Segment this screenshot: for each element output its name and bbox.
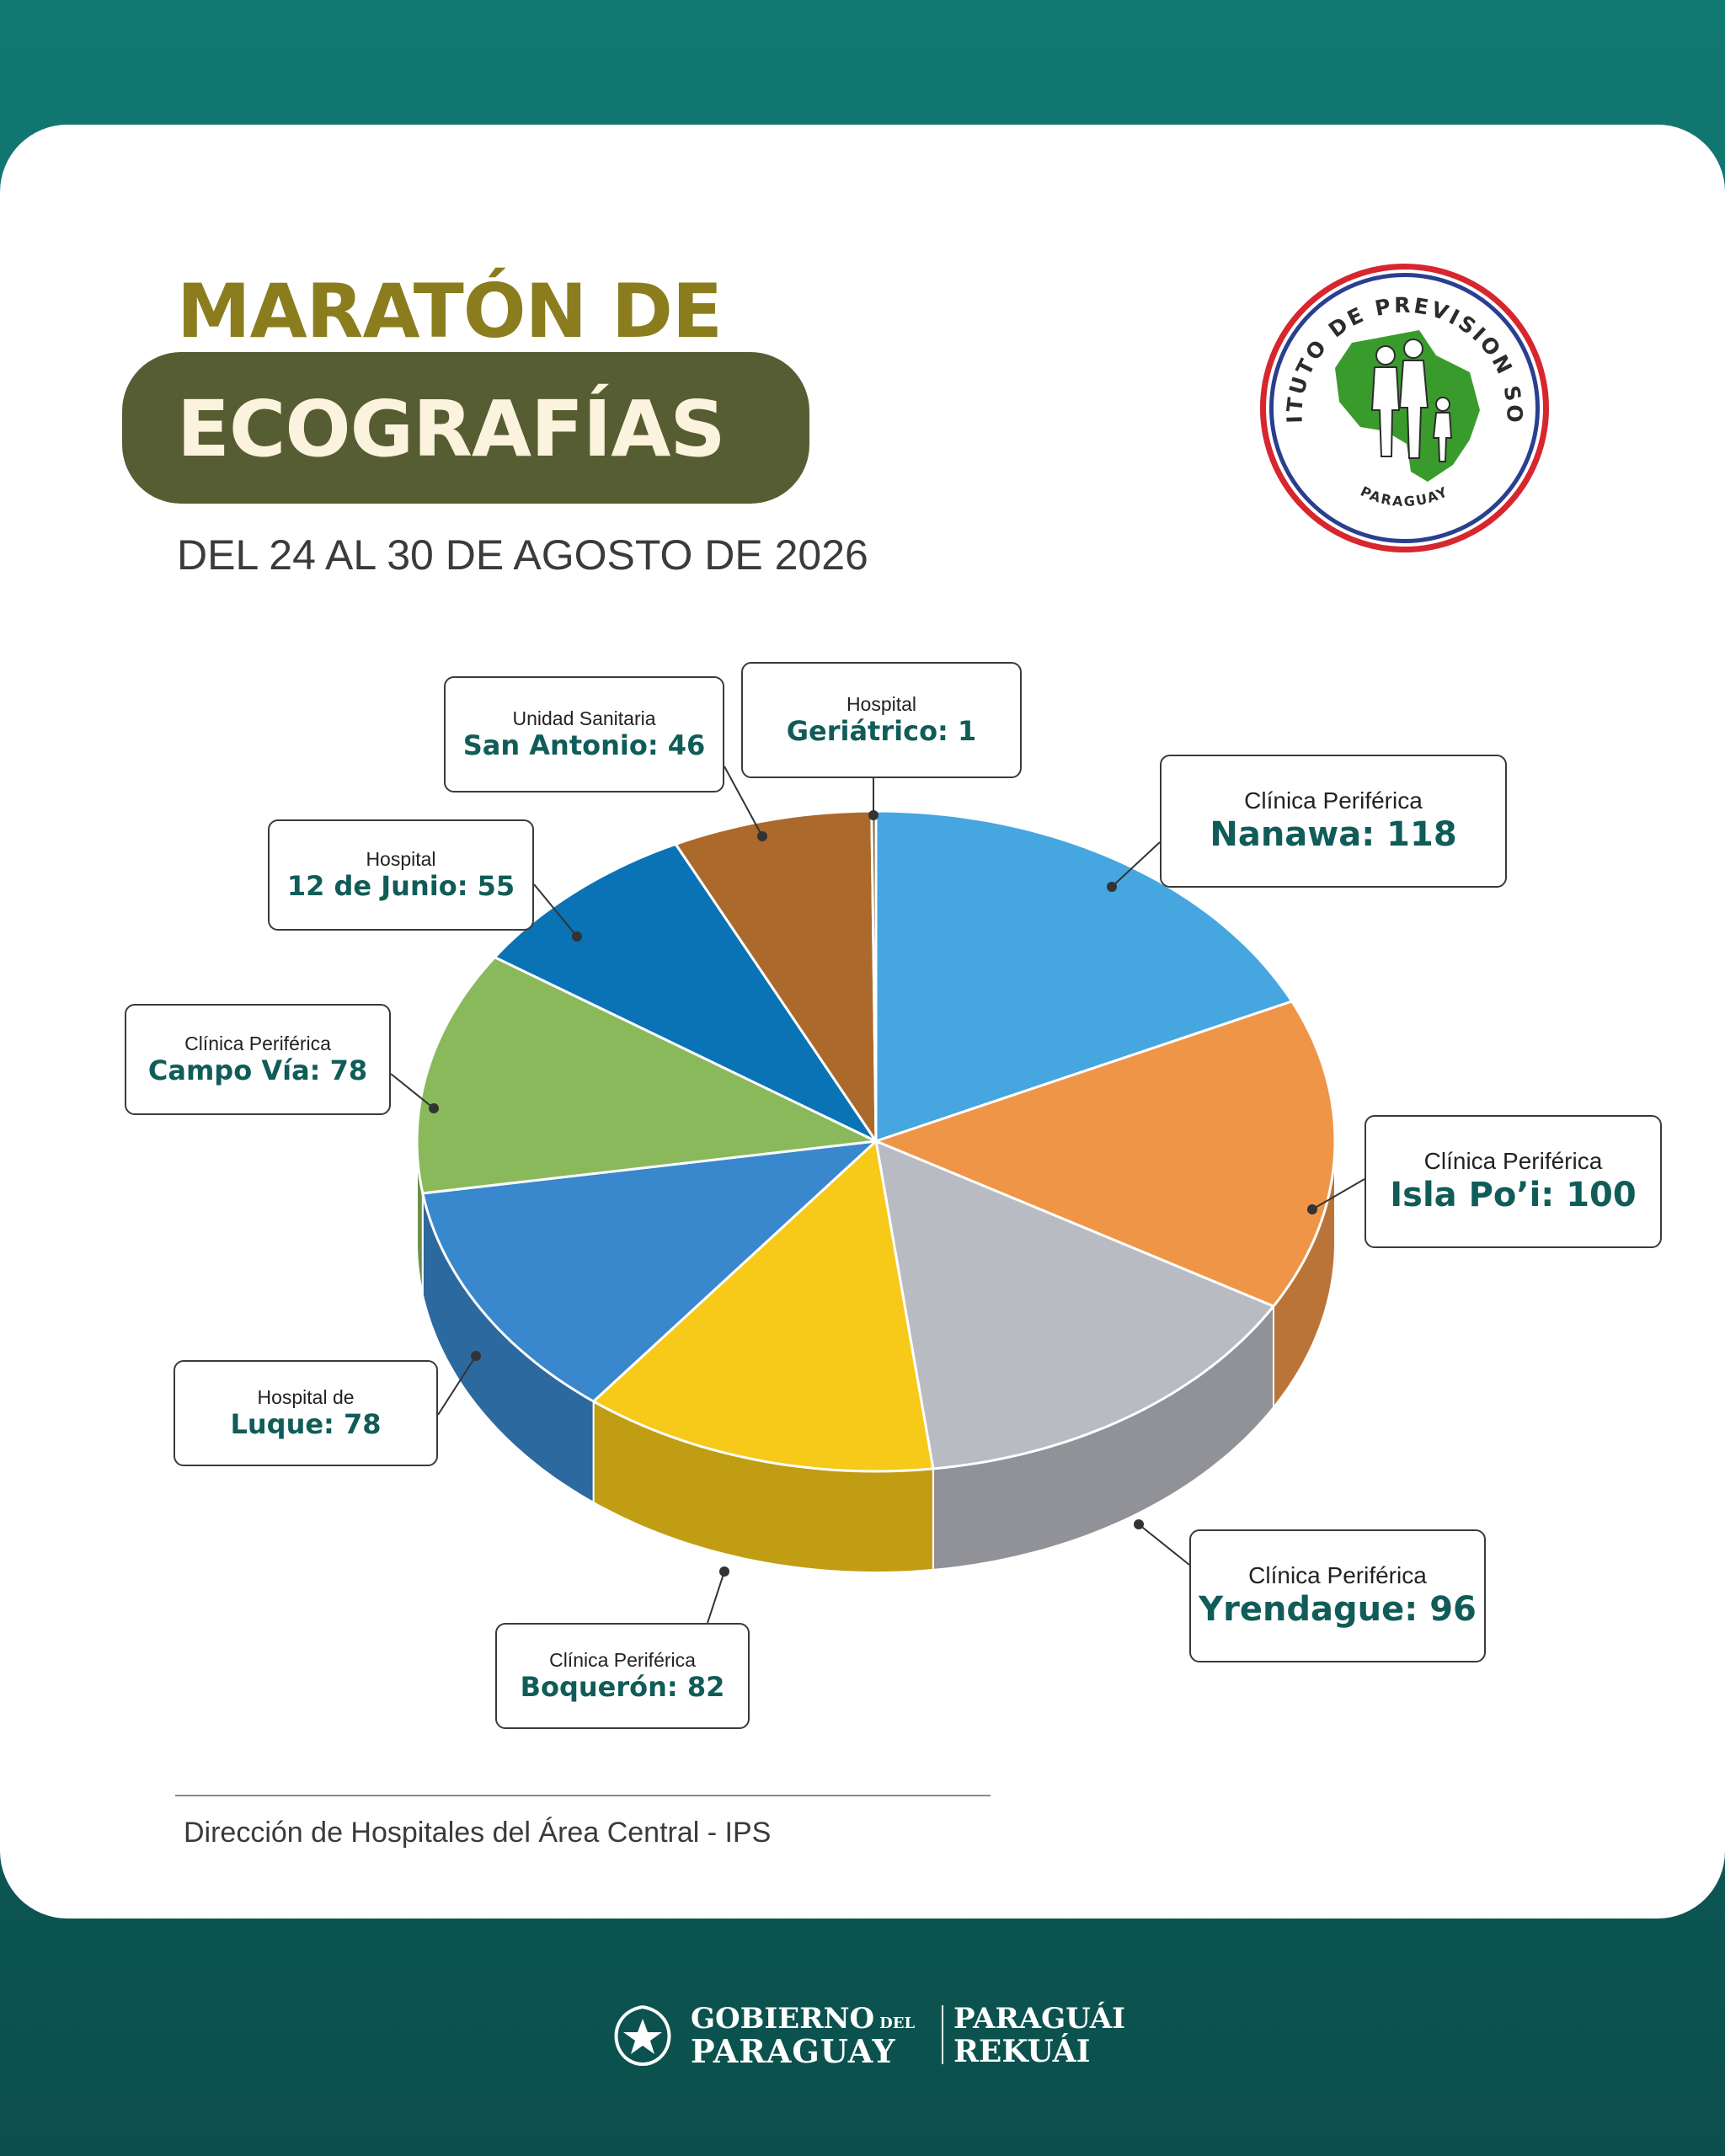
pie-slice-luque [421, 1139, 878, 1403]
leader-dot-boqueron [719, 1566, 729, 1577]
leader-line-isla-po-i [1311, 1178, 1365, 1210]
pie-slice-campo-via [415, 956, 878, 1195]
data-label-boqueron: Clínica Periférica Boquerón: 82 [495, 1623, 750, 1729]
source-note: Dirección de Hospitales del Área Central… [184, 1817, 772, 1849]
data-label-value: Yrendague: 96 [1199, 1590, 1477, 1630]
leader-dot-isla-po-i [1307, 1204, 1317, 1214]
pie-slice-12-de-junio [493, 842, 878, 1143]
motto-line-1: PARAGUÁI [953, 2002, 1126, 2036]
data-label-category: Clínica Periférica [184, 1032, 331, 1054]
leader-line-12-de-junio [533, 883, 578, 937]
data-label-san-antonio: Unidad Sanitaria San Antonio: 46 [444, 676, 724, 792]
data-label-value: Geriátrico: 1 [786, 715, 977, 748]
gov-line-1: GOBIERNO DEL [691, 2002, 916, 2036]
pie-slice-nanawa [874, 809, 1294, 1143]
motto-line-2: REKUÁI [953, 2034, 1091, 2069]
title-pill [122, 352, 809, 504]
data-label-category: Hospital de [257, 1385, 355, 1408]
leader-dot-campo-via [429, 1103, 439, 1113]
leader-line-luque [437, 1355, 477, 1416]
data-label-value: Boquerón: 82 [520, 1671, 725, 1704]
data-label-value: Nanawa: 118 [1210, 815, 1457, 855]
data-label-category: Clínica Periférica [1423, 1147, 1603, 1174]
leader-dot-geriatrico [868, 810, 879, 820]
data-label-nanawa: Clínica Periférica Nanawa: 118 [1160, 755, 1507, 888]
page-title: ECOGRAFÍAS [177, 384, 726, 474]
data-label-value: Campo Vía: 78 [147, 1054, 368, 1087]
gov-line-2: PARAGUAY [691, 2032, 896, 2070]
leader-line-boqueron [707, 1571, 725, 1624]
leader-dot-luque [471, 1351, 481, 1361]
pie-slice-yrendague [874, 1139, 1275, 1470]
data-label-category: Unidad Sanitaria [512, 707, 656, 729]
data-label-category: Clínica Periférica [1248, 1561, 1427, 1588]
leader-dot-nanawa [1107, 882, 1117, 892]
data-label-category: Clínica Periférica [1244, 787, 1423, 814]
pie-slice-san-antonio [674, 809, 878, 1143]
data-label-category: Clínica Periférica [549, 1648, 696, 1671]
leader-line-nanawa [1111, 841, 1161, 888]
data-label-12-de-junio: Hospital 12 de Junio: 55 [268, 819, 534, 931]
pie-slice-boqueron [592, 1139, 935, 1473]
data-label-geriatrico: Hospital Geriátrico: 1 [741, 662, 1022, 778]
data-label-category: Hospital [366, 847, 436, 870]
data-label-campo-via: Clínica Periférica Campo Vía: 78 [125, 1004, 391, 1115]
data-label-value: Luque: 78 [230, 1408, 382, 1441]
leader-line-campo-via [390, 1073, 435, 1109]
leader-dot-san-antonio [757, 831, 767, 841]
title-line-1: MARATÓN DE [177, 268, 723, 355]
star-emblem-icon [614, 2005, 671, 2066]
leader-dot-yrendague [1134, 1519, 1144, 1529]
leader-dot-12-de-junio [572, 931, 582, 942]
pie-slice-isla-po-i [874, 1000, 1337, 1308]
data-label-yrendague: Clínica Periférica Yrendague: 96 [1189, 1529, 1486, 1662]
data-label-value: Isla Po’i: 100 [1390, 1176, 1637, 1215]
data-label-isla-po-i: Clínica Periférica Isla Po’i: 100 [1365, 1115, 1662, 1248]
divider [175, 1795, 991, 1796]
leader-line-yrendague [1138, 1524, 1190, 1566]
leader-line-san-antonio [724, 766, 763, 837]
ips-seal-logo: INSTITUTO DE PREVISION SOCIAL PARAGUAY [1259, 263, 1549, 552]
data-label-value: 12 de Junio: 55 [286, 870, 515, 903]
data-label-luque: Hospital de Luque: 78 [174, 1360, 438, 1466]
data-label-category: Hospital [846, 692, 917, 715]
footer-separator [942, 2005, 943, 2064]
date-range: DEL 24 AL 30 DE AGOSTO DE 2026 [177, 531, 868, 579]
data-label-value: San Antonio: 46 [462, 729, 706, 762]
